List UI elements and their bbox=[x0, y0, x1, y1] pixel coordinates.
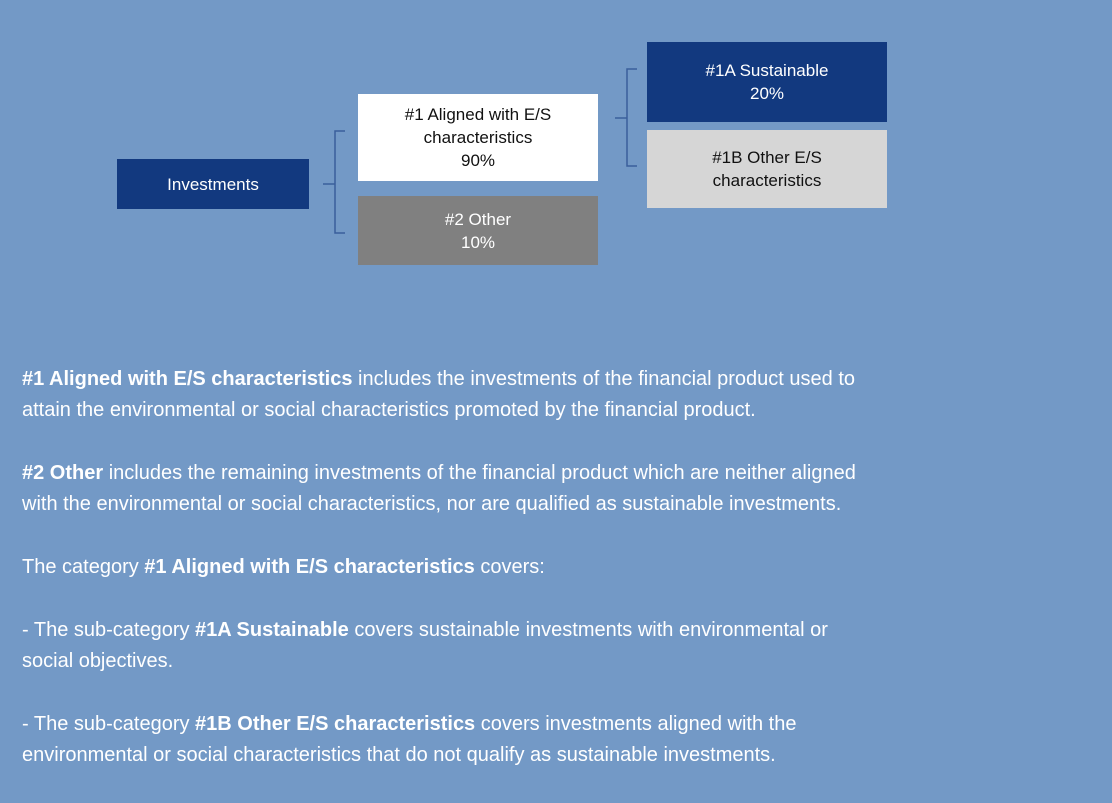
text-line: environmental or social characteristics … bbox=[22, 740, 856, 771]
text: with the environmental or social charact… bbox=[22, 493, 842, 515]
text-line: The category #1 Aligned with E/S charact… bbox=[22, 552, 856, 583]
text: covers investments aligned with the bbox=[475, 713, 797, 735]
node-label: #2 Other bbox=[444, 209, 512, 229]
bold-term: #1A Sustainable bbox=[195, 619, 349, 641]
text-line: #2 Other includes the remaining investme… bbox=[22, 458, 856, 489]
text: environmental or social characteristics … bbox=[22, 744, 776, 766]
text-line: #1 Aligned with E/S characteristics incl… bbox=[22, 364, 856, 395]
text: covers: bbox=[474, 556, 545, 578]
connectors bbox=[323, 68, 637, 234]
text-line: - The sub-category #1A Sustainable cover… bbox=[22, 615, 856, 646]
node-label: 20% bbox=[749, 84, 785, 103]
node-aligned: #1 Aligned with E/S characteristics 90% bbox=[358, 94, 598, 181]
page: Investments #1 Aligned with E/S character… bbox=[22, 42, 887, 766]
paragraph: #1 Aligned with E/S characteristics incl… bbox=[22, 364, 856, 426]
node-other-es: #1B Other E/S characteristics bbox=[647, 130, 887, 208]
node-other: #2 Other 10% bbox=[358, 196, 598, 265]
text: includes the remaining investments of th… bbox=[103, 462, 856, 484]
text: The category bbox=[22, 556, 145, 578]
text: includes the investments of the financia… bbox=[352, 368, 856, 390]
node-label: #1B Other E/S bbox=[712, 148, 822, 167]
node-label: Investments bbox=[167, 174, 259, 194]
node-label: 90% bbox=[460, 151, 496, 170]
bold-term: #1 Aligned with E/S characteristics bbox=[22, 368, 353, 390]
text: - The sub-category bbox=[22, 619, 196, 641]
text-line: with the environmental or social charact… bbox=[22, 489, 856, 520]
node-label: characteristics bbox=[712, 171, 822, 190]
bold-term: #2 Other bbox=[22, 462, 104, 484]
text-line: social objectives. bbox=[22, 646, 856, 677]
node-sustainable: #1A Sustainable 20% bbox=[647, 42, 887, 122]
node-label: #1 Aligned with E/S bbox=[404, 105, 552, 124]
paragraph: - The sub-category #1B Other E/S charact… bbox=[22, 709, 856, 771]
text: covers sustainable investments with envi… bbox=[348, 619, 828, 641]
text: - The sub-category bbox=[22, 713, 196, 735]
bold-term: #1 Aligned with E/S characteristics bbox=[144, 556, 475, 578]
explanation: #1 Aligned with E/S characteristics incl… bbox=[22, 364, 856, 803]
bracket bbox=[323, 68, 637, 234]
paragraph: - The sub-category #1A Sustainable cover… bbox=[22, 615, 856, 677]
paragraph: The category #1 Aligned with E/S charact… bbox=[22, 552, 856, 583]
text: attain the environmental or social chara… bbox=[22, 399, 756, 421]
bold-term: #1B Other E/S characteristics bbox=[195, 713, 476, 735]
node-label: 10% bbox=[460, 232, 496, 252]
node-label: characteristics bbox=[423, 128, 533, 147]
text-line: - The sub-category #1B Other E/S charact… bbox=[22, 709, 856, 740]
node-investments: Investments bbox=[117, 159, 309, 209]
node-label: #1A Sustainable bbox=[705, 61, 829, 80]
paragraph: #2 Other includes the remaining investme… bbox=[22, 458, 856, 520]
text: social objectives. bbox=[22, 650, 174, 672]
text-line: attain the environmental or social chara… bbox=[22, 395, 856, 426]
